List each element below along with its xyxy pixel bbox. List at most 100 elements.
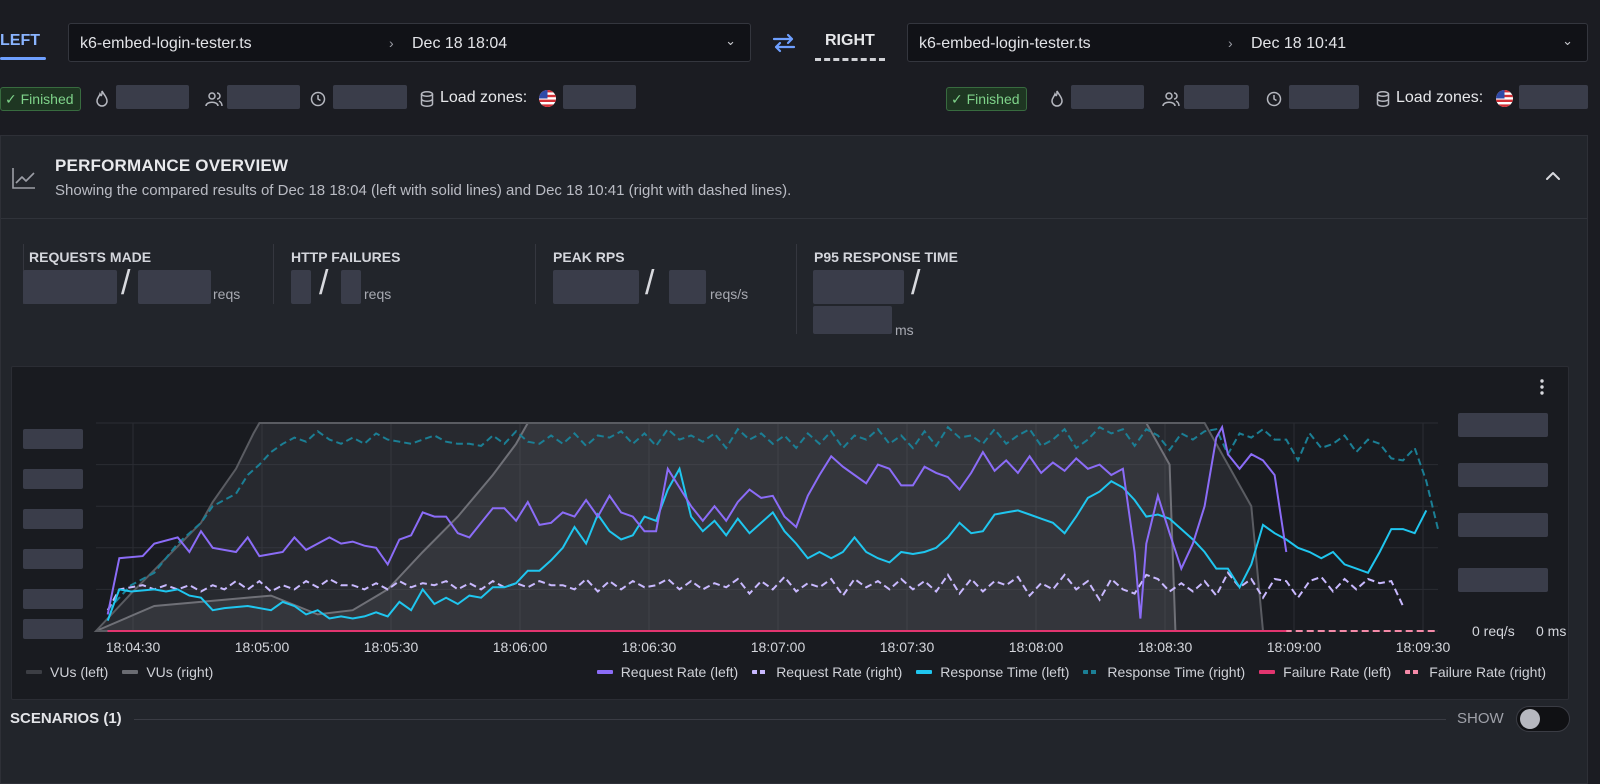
legend-item[interactable]: VUs (right): [122, 664, 213, 680]
redacted-axis-label: [1458, 413, 1548, 437]
panel-header[interactable]: PERFORMANCE OVERVIEW Showing the compare…: [1, 136, 1587, 219]
redacted-axis-label: [23, 509, 83, 529]
legend-label: VUs (left): [50, 664, 109, 680]
x-tick-label: 18:05:00: [235, 639, 290, 655]
redacted-value: [1071, 85, 1144, 109]
right-status-badge: ✓ Finished: [946, 87, 1027, 111]
users-icon: [205, 92, 223, 107]
legend-swatch: [122, 670, 139, 674]
x-tick-label: 18:07:30: [880, 639, 935, 655]
database-icon: [420, 91, 434, 107]
legend-item[interactable]: Response Time (right): [1083, 664, 1245, 680]
request-rate-right-line: [106, 570, 1404, 611]
legend-swatch: [596, 670, 613, 674]
left-tab-label[interactable]: LEFT: [0, 32, 40, 49]
database-icon: [1376, 91, 1390, 107]
toggle-knob: [1520, 709, 1540, 729]
redacted-axis-label: [23, 549, 83, 569]
legend-swatch: [916, 670, 933, 674]
redacted-value: [116, 85, 189, 109]
swap-arrows-icon[interactable]: [770, 30, 798, 56]
redacted-value: [1184, 85, 1249, 109]
clock-icon: [310, 91, 326, 107]
slash-separator: /: [319, 264, 329, 302]
legend-item[interactable]: Response Time (left): [916, 664, 1069, 680]
left-solid-indicator: [0, 57, 46, 60]
chart-canvas: 18:04:30 18:05:00 18:05:30 18:06:00 18:06:30…: [23, 413, 1566, 655]
chevron-right-icon: ›: [1228, 35, 1233, 51]
legend-label: VUs (right): [146, 664, 214, 680]
legend-item[interactable]: VUs (left): [26, 664, 108, 680]
redacted-axis-label: [1458, 568, 1548, 592]
legend-label: Request Rate (right): [776, 664, 903, 680]
redacted-value: [23, 270, 117, 304]
performance-chart: 18:04:30 18:05:00 18:05:30 18:06:00 18:06:30…: [11, 366, 1569, 700]
flame-icon: [96, 90, 108, 107]
chevron-right-icon: ›: [389, 35, 394, 51]
request-rate-left-line: [106, 424, 1288, 619]
divider: [796, 244, 797, 334]
requests-unit: reqs: [213, 286, 241, 302]
right-tab-label[interactable]: RIGHT: [825, 32, 875, 49]
redacted-value: [553, 270, 639, 304]
peak-rps-label: PEAK RPS: [553, 249, 625, 265]
clock-icon: [1266, 91, 1282, 107]
trend-chart-icon: [12, 168, 35, 189]
left-run-date: Dec 18 18:04: [412, 35, 508, 52]
divider: [273, 244, 274, 304]
vus-left-area: [93, 422, 1265, 632]
legend-item[interactable]: Failure Rate (right): [1405, 664, 1546, 680]
redacted-value: [813, 306, 892, 334]
legend-swatch: [752, 670, 769, 674]
users-icon: [1162, 92, 1180, 107]
left-test-run-select[interactable]: k6-embed-login-tester.ts › Dec 18 18:04 …: [68, 23, 751, 62]
vus-right-area: [95, 422, 1177, 632]
legend-right: Request Rate (left) Request Rate (right)…: [596, 664, 1546, 680]
x-tick-label: 18:09:00: [1267, 639, 1322, 655]
show-scenarios-toggle[interactable]: [1516, 706, 1570, 732]
legend-item[interactable]: Request Rate (left): [596, 664, 738, 680]
right-dashed-indicator: [815, 58, 885, 61]
legend-label: Response Time (left): [940, 664, 1070, 680]
right-run-date: Dec 18 10:41: [1251, 35, 1347, 52]
x-tick-label: 18:06:30: [622, 639, 677, 655]
us-flag-icon: [539, 90, 556, 107]
right-test-name: k6-embed-login-tester.ts: [919, 35, 1091, 52]
response-time-right-line: [106, 425, 1439, 611]
x-tick-label: 18:06:00: [493, 639, 548, 655]
chevron-up-icon[interactable]: [1542, 166, 1564, 186]
legend-label: Response Time (right): [1107, 664, 1246, 680]
http-failures-label: HTTP FAILURES: [291, 249, 401, 265]
redacted-value: [333, 85, 407, 109]
failures-unit: reqs: [364, 286, 392, 302]
right-axis-zero-label: 0 ms: [1536, 623, 1566, 639]
redacted-axis-label: [23, 469, 83, 489]
legend-label: Failure Rate (left): [1283, 664, 1392, 680]
right-axis-zero-label: 0 req/s: [1472, 623, 1515, 639]
legend-left: VUs (left) VUs (right): [26, 664, 213, 680]
slash-separator: /: [121, 264, 131, 302]
redacted-value: [669, 270, 706, 304]
redacted-value: [291, 270, 311, 304]
response-time-left-line: [106, 466, 1428, 621]
redacted-value: [1519, 85, 1588, 109]
left-test-name: k6-embed-login-tester.ts: [80, 35, 252, 52]
redacted-value: [341, 270, 361, 304]
redacted-axis-label: [1458, 513, 1548, 537]
performance-overview-panel: PERFORMANCE OVERVIEW Showing the compare…: [0, 135, 1588, 784]
more-options-icon[interactable]: [1536, 377, 1548, 397]
slash-separator: /: [645, 264, 655, 302]
us-flag-icon: [1496, 90, 1513, 107]
legend-label: Failure Rate (right): [1429, 664, 1546, 680]
legend-item[interactable]: Request Rate (right): [752, 664, 902, 680]
redacted-axis-label: [23, 619, 83, 639]
right-load-zones-label: Load zones:: [1396, 89, 1484, 106]
legend-swatch: [1083, 670, 1100, 674]
right-test-run-select[interactable]: k6-embed-login-tester.ts › Dec 18 10:41 …: [907, 23, 1588, 62]
show-toggle-label: SHOW: [1457, 710, 1504, 727]
panel-title: PERFORMANCE OVERVIEW: [55, 156, 289, 175]
left-status-badge: ✓ Finished: [0, 87, 81, 111]
legend-item[interactable]: Failure Rate (left): [1259, 664, 1391, 680]
x-tick-label: 18:07:00: [751, 639, 806, 655]
chevron-down-icon: ⌄: [1562, 33, 1573, 48]
